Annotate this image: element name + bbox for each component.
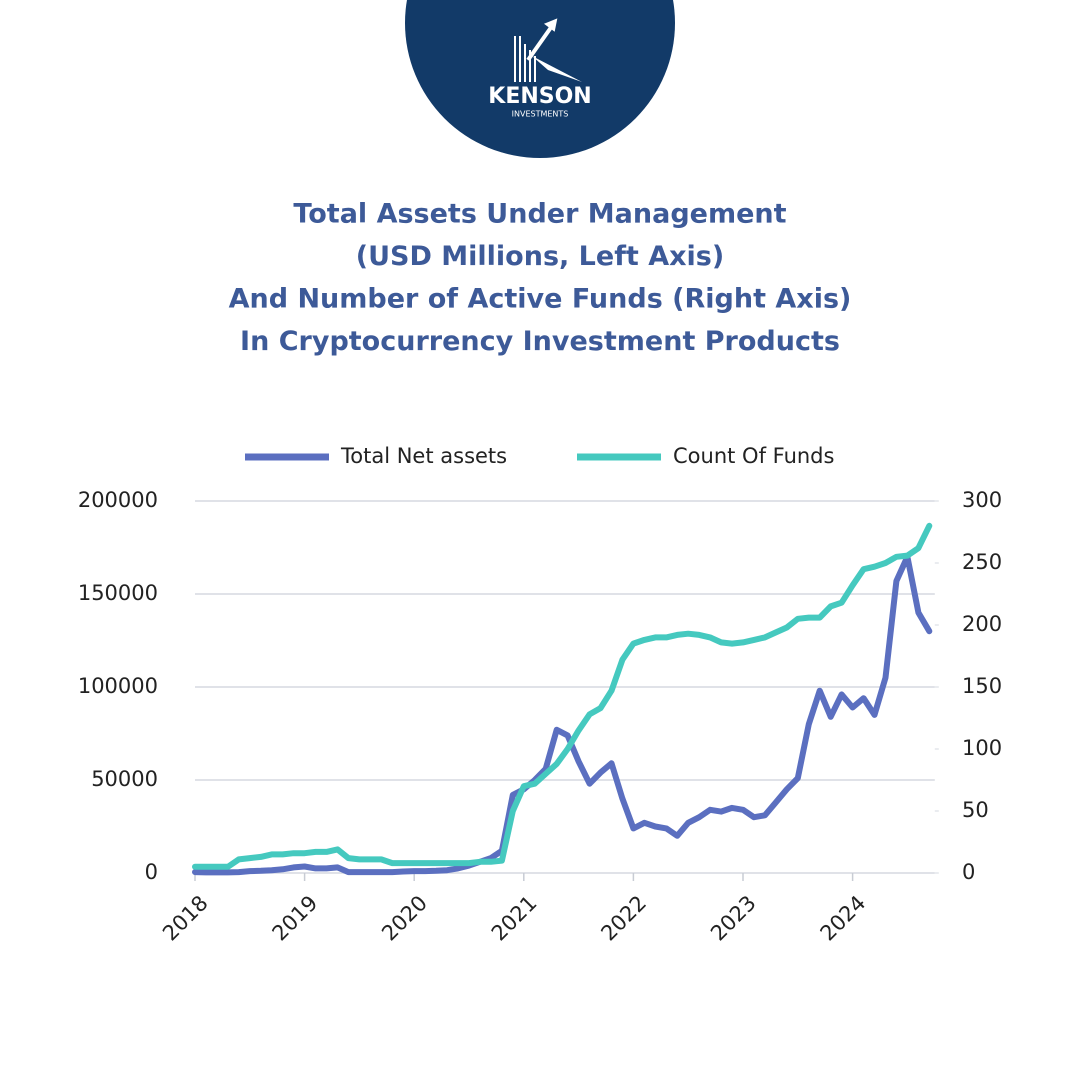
logo-tagline: INVESTMENTS (512, 110, 569, 119)
chart-title: (USD Millions, Left Axis) (356, 241, 724, 272)
y2-tick-label: 200 (962, 612, 1002, 636)
logo-circle (405, 0, 675, 158)
chart-title: In Cryptocurrency Investment Products (240, 326, 840, 357)
chart-title: And Number of Active Funds (Right Axis) (229, 284, 852, 315)
y-tick-label: 150000 (78, 581, 158, 605)
x-tick-label: 2024 (816, 891, 871, 946)
y2-tick-label: 300 (962, 488, 1002, 512)
line-series (192, 522, 933, 870)
y2-tick-label: 150 (962, 674, 1002, 698)
x-tick-label: 2018 (158, 891, 213, 946)
legend-label: Count Of Funds (673, 444, 834, 468)
legend-label: Total Net assets (340, 444, 507, 468)
logo-name: KENSON (488, 84, 591, 109)
x-tick-label: 2023 (706, 891, 761, 946)
chart-title: Total Assets Under Management (293, 199, 786, 230)
y2-tick-label: 50 (962, 798, 989, 822)
y2-tick-label: 100 (962, 736, 1002, 760)
y-tick-label: 100000 (78, 674, 158, 698)
x-tick-label: 2020 (377, 891, 432, 946)
y-tick-label: 0 (145, 860, 158, 884)
y2-tick-label: 250 (962, 550, 1002, 574)
y-tick-label: 200000 (78, 488, 158, 512)
x-tick-label: 2022 (596, 891, 651, 946)
y-tick-label: 50000 (91, 767, 158, 791)
line-series (192, 553, 933, 876)
x-tick-label: 2021 (487, 891, 542, 946)
x-tick-label: 2019 (268, 891, 323, 946)
logo-icon (514, 18, 582, 82)
y2-tick-label: 0 (962, 860, 975, 884)
